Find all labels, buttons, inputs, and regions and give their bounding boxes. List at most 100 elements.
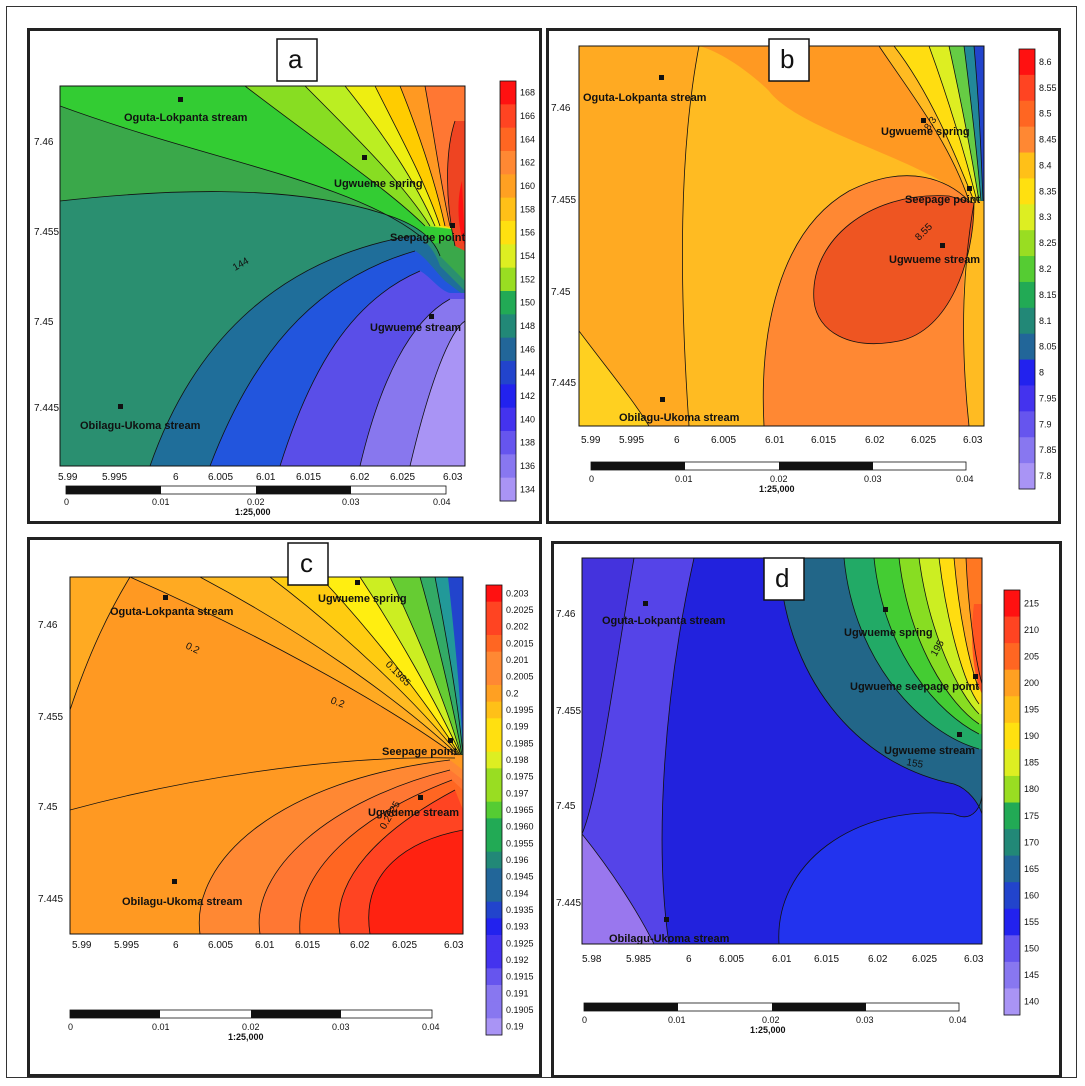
svg-text:0.01: 0.01 [152,1022,170,1032]
svg-text:7.455: 7.455 [556,706,581,717]
panel-b-map: 8.3 8.55 Oguta-Lokpanta stream Ugwueme s… [551,38,1057,494]
colorbar-swatch [1019,307,1035,335]
svg-text:0.03: 0.03 [856,1015,874,1025]
colorbar-tick-label: 0.1985 [506,738,534,748]
sample-point-marker [940,243,945,248]
svg-text:0.04: 0.04 [433,497,451,507]
colorbar-swatch [500,407,516,432]
sample-point-marker [355,580,360,585]
colorbar-swatch [1004,988,1020,1016]
colorbar-tick-label: 7.9 [1039,419,1052,429]
colorbar-swatch [486,968,502,986]
svg-text:7.46: 7.46 [38,620,58,631]
svg-text:5.99: 5.99 [581,435,601,446]
svg-text:6.025: 6.025 [392,940,417,951]
x-axis: 5.99 5.995 6 6.005 6.01 6.015 6.02 6.025… [72,940,464,951]
svg-text:0.02: 0.02 [247,497,265,507]
colorbar-tick-label: 0.1995 [506,705,534,715]
colorbar-swatch [486,651,502,669]
colorbar-swatch [486,785,502,803]
location-label: Seepage point [905,194,981,206]
panel-letter: a [288,44,303,74]
colorbar-tick-label: 7.95 [1039,393,1057,403]
svg-text:7.46: 7.46 [551,103,571,114]
colorbar-tick-label: 140 [1024,997,1039,1007]
panel-b: 8.3 8.55 Oguta-Lokpanta stream Ugwueme s… [546,28,1061,524]
colorbar-tick-label: 8.5 [1039,109,1052,119]
colorbar-tick-label: 170 [1024,837,1039,847]
contour-label: 0.2 [329,695,346,710]
svg-text:1:25,000: 1:25,000 [235,507,271,517]
colorbar-tick-label: 8.4 [1039,160,1052,170]
colorbar-swatch [486,701,502,719]
svg-text:0.04: 0.04 [949,1015,967,1025]
colorbar-swatch [1004,722,1020,750]
colorbar-tick-label: 0.202 [506,622,529,632]
location-label: Obilagu-Ukoma stream [122,896,243,908]
colorbar-swatch [486,818,502,836]
colorbar-swatch [486,601,502,619]
location-label: Seepage point [382,746,458,758]
colorbar-swatch [500,174,516,199]
x-axis: 5.99 5.995 6 6.005 6.01 6.015 6.02 6.025… [58,472,463,483]
scale-bar: 0 0.01 0.02 0.03 0.04 1:25,000 [68,1009,440,1042]
colorbar-tick-label: 190 [1024,731,1039,741]
location-label: Obilagu-Ukoma stream [619,412,740,424]
svg-text:0.02: 0.02 [770,474,788,484]
colorbar-tick-label: 142 [520,391,535,401]
colorbar-swatch [1019,411,1035,438]
colorbar-tick-label: 7.8 [1039,471,1052,481]
colorbar-tick-label: 0.1945 [506,872,534,882]
svg-text:6.025: 6.025 [390,472,415,483]
colorbar-swatch [486,1018,502,1036]
colorbar-tick-label: 0.1905 [506,1005,534,1015]
svg-text:6.025: 6.025 [912,954,937,965]
colorbar-swatch [486,685,502,703]
colorbar-tick-label: 168 [520,88,535,98]
colorbar-swatch [486,668,502,686]
panel-letter: c [300,548,313,578]
svg-text:0: 0 [582,1015,587,1025]
colorbar-tick-label: 0.19 [506,1022,524,1032]
colorbar-swatch [486,751,502,769]
svg-text:6.02: 6.02 [868,954,888,965]
colorbar-tick-label: 150 [520,298,535,308]
location-label: Seepage point [390,232,466,244]
y-axis: 7.46 7.455 7.45 7.445 [556,609,581,909]
colorbar-swatch [500,477,516,502]
colorbar-tick-label: 154 [520,251,535,261]
svg-text:1:25,000: 1:25,000 [759,484,795,494]
colorbar-swatch [486,801,502,819]
colorbar-swatch [486,618,502,636]
sample-point-marker [883,607,888,612]
colorbar-tick-label: 0.1975 [506,772,534,782]
colorbar-swatch [1004,749,1020,777]
colorbar-swatch [500,454,516,479]
colorbar-swatch [486,985,502,1003]
colorbar-tick-label: 145 [1024,970,1039,980]
sample-point-marker [921,118,926,123]
colorbar-swatch [500,267,516,292]
colorbar-swatch [486,585,502,603]
colorbar-swatch [500,431,516,455]
panel-a: 144 Oguta-Lokpanta stream Ugwueme spring… [27,28,542,524]
svg-text:5.98: 5.98 [582,954,602,965]
x-axis: 5.99 5.995 6 6.005 6.01 6.015 6.02 6.025… [581,435,983,446]
colorbar-swatch [1019,100,1035,128]
x-axis: 5.98 5.985 6 6.005 6.01 6.015 6.02 6.025… [582,954,984,965]
colorbar-swatch [1019,385,1035,412]
location-label: Ugwueme stream [370,322,461,334]
svg-text:0.01: 0.01 [675,474,693,484]
sample-point-marker [362,155,367,160]
colorbar-swatch [500,361,516,385]
colorbar-tick-label: 144 [520,368,535,378]
colorbar-swatch [1004,882,1020,910]
colorbar-swatch [1019,463,1035,490]
colorbar-tick-label: 0.196 [506,855,529,865]
svg-text:6.03: 6.03 [443,472,463,483]
colorbar-swatch [1019,74,1035,102]
colorbar-swatch [486,918,502,936]
colorbar-swatch [500,291,516,315]
colorbar-swatch [486,885,502,903]
colorbar-tick-label: 155 [1024,917,1039,927]
